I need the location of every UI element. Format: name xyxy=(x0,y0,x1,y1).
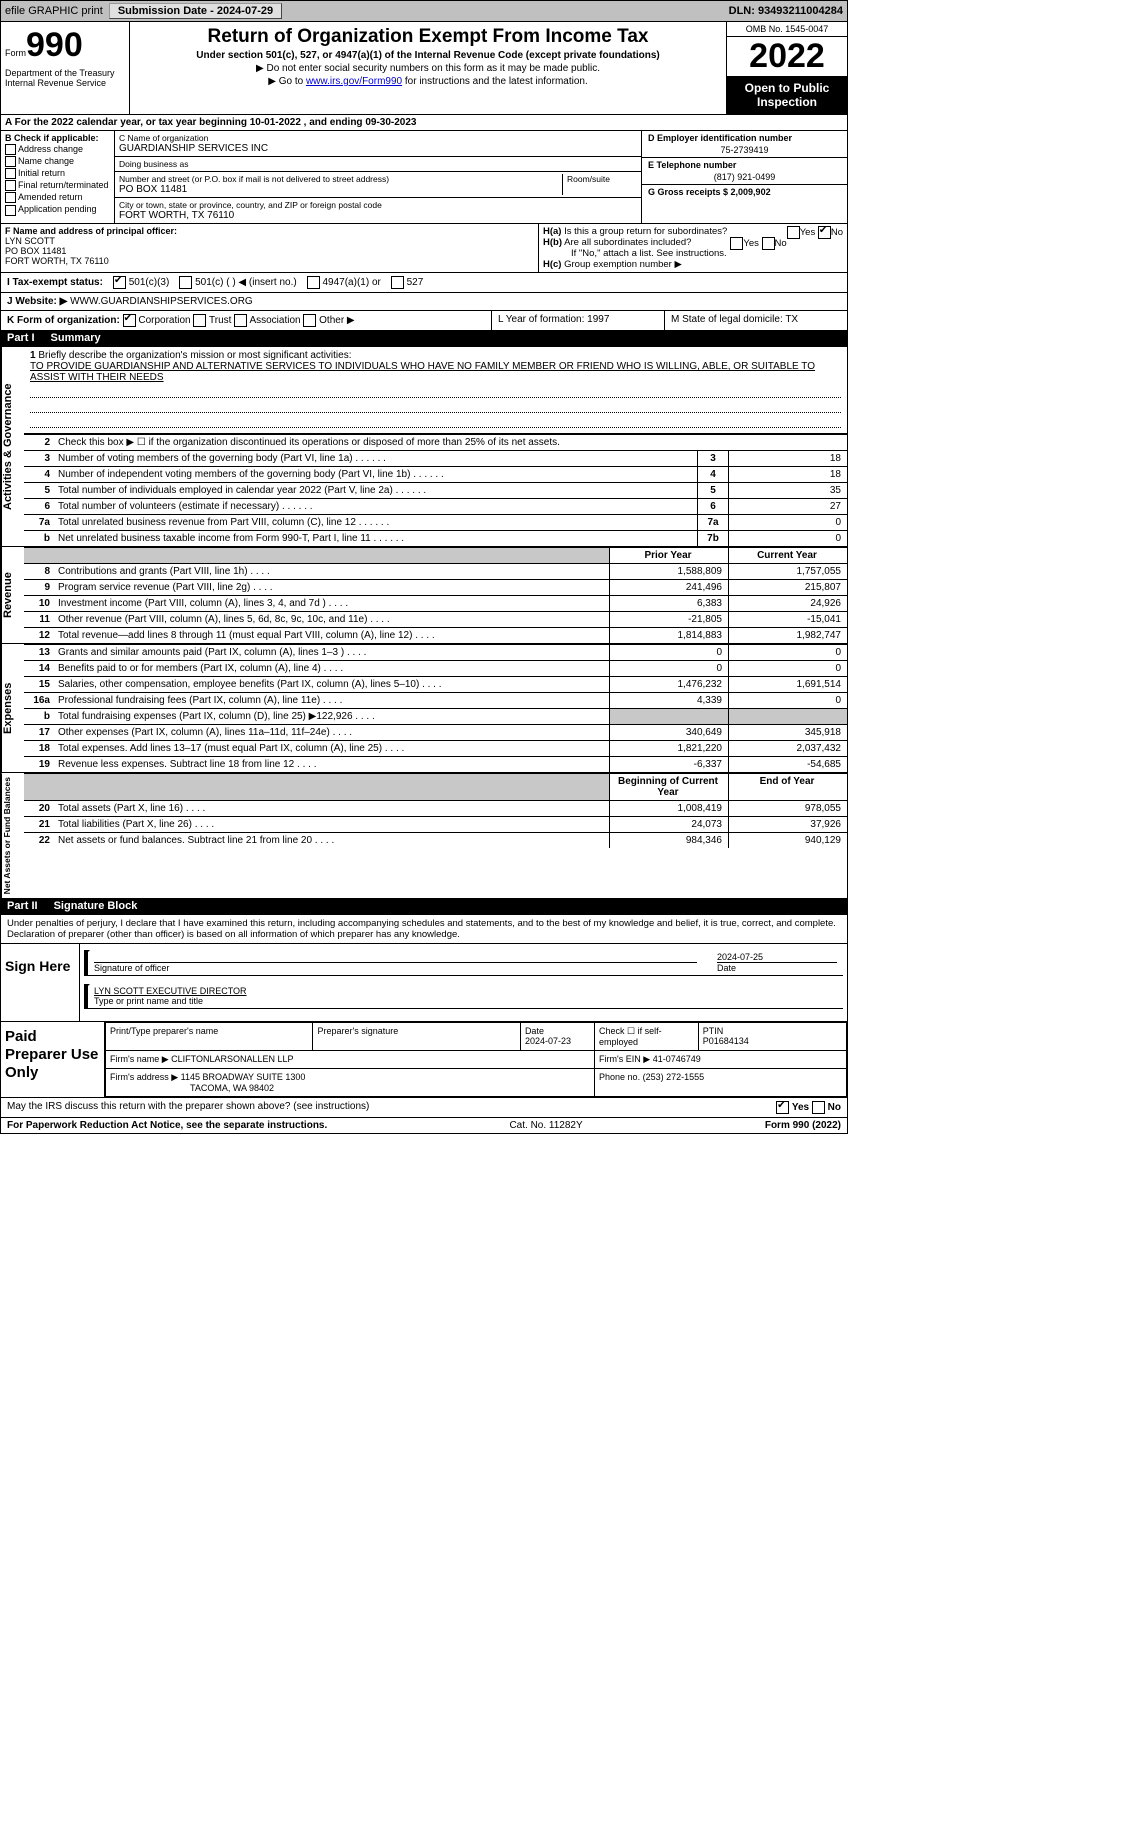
ptin: P01684134 xyxy=(703,1036,749,1046)
vtab-netassets: Net Assets or Fund Balances xyxy=(1,773,24,898)
ein: 75-2739419 xyxy=(648,145,841,155)
year-formation: L Year of formation: 1997 xyxy=(492,311,665,330)
note-link: ▶ Go to www.irs.gov/Form990 for instruct… xyxy=(136,76,720,87)
block-h: H(a) Is this a group return for subordin… xyxy=(539,224,847,272)
firm-name: CLIFTONLARSONALLEN LLP xyxy=(171,1054,293,1064)
row-a-tax-year: A For the 2022 calendar year, or tax yea… xyxy=(1,114,847,130)
website-url: WWW.GUARDIANSHIPSERVICES.ORG xyxy=(70,296,253,307)
note-ssn: ▶ Do not enter social security numbers o… xyxy=(136,63,720,74)
section-f-h: F Name and address of principal officer:… xyxy=(1,223,847,272)
form-header: Form990 Department of the Treasury Inter… xyxy=(1,22,847,114)
cb-name-change[interactable]: Name change xyxy=(5,156,110,167)
cb-final-return[interactable]: Final return/terminated xyxy=(5,180,110,191)
vtab-revenue: Revenue xyxy=(1,547,24,643)
efile-label: efile GRAPHIC print xyxy=(5,5,103,17)
street-address: PO BOX 11481 xyxy=(119,184,562,195)
row-k-l-m: K Form of organization: Corporation Trus… xyxy=(1,310,847,330)
form-word: Form xyxy=(5,48,26,58)
discuss-yes[interactable] xyxy=(776,1101,789,1114)
ha-no[interactable] xyxy=(818,226,831,239)
form-number: 990 xyxy=(26,26,83,64)
submission-date-button[interactable]: Submission Date - 2024-07-29 xyxy=(109,3,282,19)
form-container: efile GRAPHIC print Submission Date - 20… xyxy=(0,0,848,1134)
sign-date: 2024-07-25 xyxy=(717,952,837,962)
dept-label: Department of the Treasury Internal Reve… xyxy=(5,69,125,89)
mission-text: TO PROVIDE GUARDIANSHIP AND ALTERNATIVE … xyxy=(30,361,815,383)
omb-number: OMB No. 1545-0047 xyxy=(727,22,847,37)
cb-527[interactable] xyxy=(391,276,404,289)
cb-trust[interactable] xyxy=(193,314,206,327)
row-i-tax-status: I Tax-exempt status: 501(c)(3) 501(c) ( … xyxy=(1,272,847,292)
cb-app-pending[interactable]: Application pending xyxy=(5,204,110,215)
part-ii-bar: Part IISignature Block xyxy=(1,898,847,914)
summary-expenses: Expenses 13Grants and similar amounts pa… xyxy=(1,643,847,772)
bottom-bar: For Paperwork Reduction Act Notice, see … xyxy=(1,1117,847,1133)
sign-here-block: Sign Here Signature of officer 2024-07-2… xyxy=(1,943,847,1021)
gross-receipts: G Gross receipts $ 2,009,902 xyxy=(648,187,841,197)
penalties-statement: Under penalties of perjury, I declare th… xyxy=(1,914,847,943)
dln-label: DLN: 93493211004284 xyxy=(729,5,843,17)
paid-preparer-block: Paid Preparer Use Only Print/Type prepar… xyxy=(1,1021,847,1097)
summary-activities: Activities & Governance 1 Briefly descri… xyxy=(1,346,847,546)
tax-year: 2022 xyxy=(727,37,847,77)
cb-amended[interactable]: Amended return xyxy=(5,192,110,203)
row-j-website: J Website: ▶ WWW.GUARDIANSHIPSERVICES.OR… xyxy=(1,292,847,310)
phone: (817) 921-0499 xyxy=(648,172,841,182)
firm-phone: (253) 272-1555 xyxy=(643,1072,705,1082)
city-state-zip: FORT WORTH, TX 76110 xyxy=(119,210,637,221)
vtab-expenses: Expenses xyxy=(1,644,24,772)
org-name: GUARDIANSHIP SERVICES INC xyxy=(119,143,637,154)
summary-revenue: Revenue Prior YearCurrent Year 8Contribu… xyxy=(1,546,847,643)
cb-4947[interactable] xyxy=(307,276,320,289)
summary-netassets: Net Assets or Fund Balances Beginning of… xyxy=(1,772,847,898)
irs-discuss-row: May the IRS discuss this return with the… xyxy=(1,1097,847,1117)
check-if-applicable: B Check if applicable: Address change Na… xyxy=(1,131,115,223)
hb-no[interactable] xyxy=(762,237,775,250)
state-domicile: M State of legal domicile: TX xyxy=(665,311,847,330)
top-bar: efile GRAPHIC print Submission Date - 20… xyxy=(1,1,847,22)
cb-corp[interactable] xyxy=(123,314,136,327)
section-b-c-d: B Check if applicable: Address change Na… xyxy=(1,130,847,223)
cb-501c3[interactable] xyxy=(113,276,126,289)
cb-address-change[interactable]: Address change xyxy=(5,144,110,155)
prep-date: 2024-07-23 xyxy=(525,1036,571,1046)
firm-ein: 41-0746749 xyxy=(653,1054,701,1064)
part-i-bar: Part ISummary xyxy=(1,330,847,346)
irs-link[interactable]: www.irs.gov/Form990 xyxy=(306,76,402,87)
form-title: Return of Organization Exempt From Incom… xyxy=(136,26,720,48)
preparer-table: Print/Type preparer's name Preparer's si… xyxy=(105,1022,847,1097)
cb-initial-return[interactable]: Initial return xyxy=(5,168,110,179)
ha-yes[interactable] xyxy=(787,226,800,239)
summary-table-top: 2Check this box ▶ ☐ if the organization … xyxy=(24,434,847,450)
vtab-activities: Activities & Governance xyxy=(1,347,24,546)
block-f: F Name and address of principal officer:… xyxy=(1,224,539,272)
open-to-public: Open to Public Inspection xyxy=(727,77,847,114)
cb-501c[interactable] xyxy=(179,276,192,289)
block-c: C Name of organizationGUARDIANSHIP SERVI… xyxy=(115,131,641,223)
officer-print-name: LYN SCOTT EXECUTIVE DIRECTOR xyxy=(94,986,837,996)
officer-name: LYN SCOTT xyxy=(5,236,534,246)
hb-yes[interactable] xyxy=(730,237,743,250)
cb-other[interactable] xyxy=(303,314,316,327)
cb-assoc[interactable] xyxy=(234,314,247,327)
discuss-no[interactable] xyxy=(812,1101,825,1114)
block-d-e-g: D Employer identification number75-27394… xyxy=(641,131,847,223)
form-subtitle: Under section 501(c), 527, or 4947(a)(1)… xyxy=(136,50,720,61)
